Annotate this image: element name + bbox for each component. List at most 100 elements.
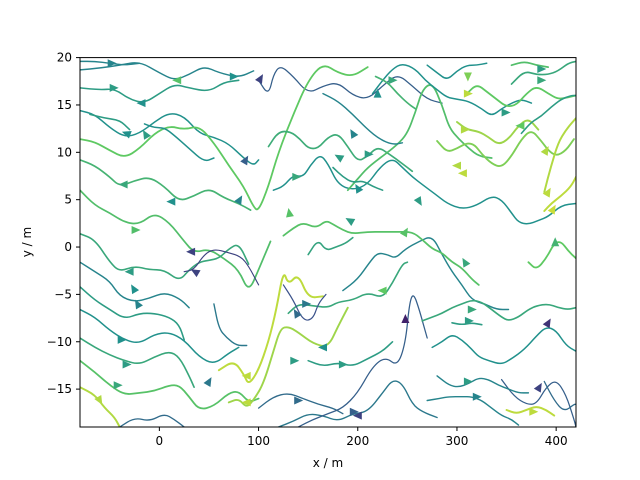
arrowhead-61 — [542, 318, 551, 329]
streamline-40 — [543, 117, 576, 194]
y-tick-label: 10 — [57, 145, 72, 159]
y-tick-label: 0 — [64, 240, 72, 254]
y-tick-label: 20 — [57, 51, 72, 65]
arrowhead-23 — [241, 371, 251, 380]
arrowhead-28 — [318, 343, 327, 352]
x-tick-label: 0 — [156, 434, 164, 448]
arrowhead-44 — [350, 129, 359, 139]
arrowhead-34 — [286, 207, 294, 218]
streamline-1 — [257, 67, 443, 104]
streamline-32 — [374, 75, 417, 110]
streamline-28 — [346, 84, 493, 192]
x-tick-label: 200 — [346, 434, 369, 448]
streamline-26 — [272, 156, 576, 225]
streamline-4 — [80, 65, 369, 211]
streamline-45 — [431, 327, 576, 365]
streamline-35 — [466, 85, 576, 107]
streamline-44 — [451, 322, 483, 326]
arrowhead-60 — [464, 316, 474, 325]
arrowhead-43 — [373, 88, 382, 98]
arrowhead-9 — [234, 195, 243, 206]
streamline-33 — [436, 131, 575, 168]
streamline-22 — [282, 284, 327, 321]
streamline-37 — [510, 60, 576, 85]
streamline-29 — [322, 92, 404, 145]
arrowhead-33 — [401, 314, 410, 323]
arrowhead-46 — [463, 89, 473, 98]
streamline-55 — [143, 123, 215, 162]
streamline-13 — [80, 386, 121, 427]
arrowhead-59 — [467, 305, 477, 314]
arrowhead-65 — [529, 407, 539, 416]
arrowhead-13 — [186, 247, 196, 256]
arrowhead-48 — [515, 121, 525, 130]
streamline-43 — [421, 299, 576, 322]
y-tick-label: −5 — [54, 287, 72, 301]
arrowhead-6 — [121, 131, 132, 139]
streamline-31 — [371, 63, 533, 116]
x-tick-label: 400 — [545, 434, 568, 448]
arrowhead-55 — [542, 187, 551, 198]
arrowhead-15 — [190, 269, 201, 278]
streamline-42 — [527, 241, 576, 269]
arrowhead-14 — [124, 267, 134, 276]
streamline-11 — [80, 337, 195, 389]
streamline-24 — [282, 220, 480, 286]
x-tick-label: 100 — [247, 434, 270, 448]
streamline-34 — [456, 119, 540, 145]
streamline-25 — [307, 236, 354, 256]
arrowhead-18 — [117, 335, 127, 344]
arrowhead-57 — [551, 237, 560, 247]
streamline-49 — [543, 380, 576, 411]
streamline-21 — [287, 261, 409, 315]
arrowhead-32 — [377, 286, 387, 295]
streamline-16 — [227, 306, 349, 407]
y-tick-label: 5 — [64, 193, 72, 207]
streamline-46 — [500, 378, 576, 427]
streamline-15 — [217, 274, 324, 383]
arrowhead-52 — [537, 65, 547, 73]
arrowhead-20 — [113, 381, 123, 390]
y-axis-ticks: −15 −10 −5 0 5 10 15 20 — [47, 51, 80, 396]
arrowhead-19 — [122, 360, 132, 369]
streamline-53 — [80, 60, 141, 66]
streamline-17 — [257, 393, 344, 415]
arrowhead-54 — [540, 146, 549, 156]
arrowhead-47 — [501, 108, 511, 117]
arrowheads-layer — [94, 59, 560, 420]
arrowhead-30 — [302, 299, 312, 308]
streamline-10 — [80, 308, 240, 363]
arrowhead-27 — [349, 407, 359, 416]
streamline-6 — [80, 189, 272, 288]
arrowhead-2 — [172, 76, 182, 85]
streamline-18 — [277, 380, 438, 427]
arrowhead-31 — [293, 308, 302, 319]
streamline-51 — [213, 303, 248, 347]
arrowhead-11 — [166, 197, 176, 206]
arrowhead-56 — [547, 204, 556, 215]
arrowhead-17 — [135, 299, 143, 310]
arrowhead-24 — [241, 398, 251, 407]
arrowhead-37 — [399, 227, 408, 238]
streamline-39 — [520, 94, 576, 135]
arrowhead-10 — [118, 180, 128, 189]
streamline-0 — [80, 62, 255, 80]
arrowhead-64 — [533, 382, 542, 393]
streamline-41 — [543, 175, 576, 212]
arrowhead-50 — [452, 161, 461, 170]
streamline-19 — [297, 295, 428, 427]
arrowhead-5 — [136, 99, 146, 108]
arrowhead-8 — [240, 155, 249, 166]
streamline-2 — [80, 79, 240, 103]
arrowhead-39 — [364, 150, 374, 159]
streamline-54 — [89, 113, 131, 131]
y-axis-label: y / m — [20, 227, 34, 257]
arrowhead-42 — [388, 76, 398, 85]
arrowhead-51 — [457, 169, 467, 178]
streamline-12 — [80, 359, 260, 410]
arrowhead-36 — [345, 218, 356, 226]
arrowhead-58 — [462, 257, 471, 268]
arrowhead-21 — [94, 395, 103, 405]
y-tick-label: −15 — [47, 382, 72, 396]
